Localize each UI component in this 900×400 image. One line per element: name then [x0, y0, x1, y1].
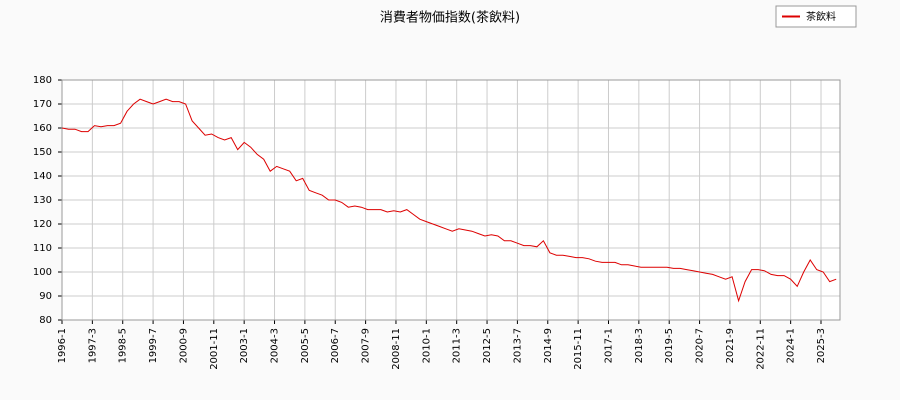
y-tick-label: 140: [33, 171, 52, 182]
plot-frame: [61, 79, 841, 321]
y-tick-label: 110: [33, 243, 52, 254]
x-tick-label: 2006-7: [330, 328, 341, 363]
chart-title: 消費者物価指数(茶飲料): [380, 10, 520, 26]
x-tick-label: 1997-3: [87, 328, 98, 363]
x-tick-label: 2017-1: [603, 328, 614, 363]
x-tick-label: 1996-1: [57, 328, 68, 363]
x-tick-label: 2020-7: [695, 328, 706, 363]
x-tick-label: 2005-5: [300, 328, 311, 363]
y-tick-label: 90: [39, 291, 52, 302]
x-tick-label: 1998-5: [118, 328, 129, 363]
x-tick-label: 2011-3: [452, 328, 463, 363]
y-tick-label: 180: [33, 75, 52, 86]
x-tick-label: 2015-11: [573, 328, 584, 370]
x-tick-label: 2012-5: [482, 328, 493, 363]
x-tick-label: 2018-3: [634, 328, 645, 363]
x-tick-label: 2001-11: [209, 328, 220, 370]
x-tick-label: 2013-7: [512, 328, 523, 363]
y-tick-label: 80: [39, 315, 52, 326]
legend-label: 茶飲料: [806, 10, 836, 23]
x-tick-label: 2000-9: [178, 328, 189, 363]
y-tick-label: 130: [33, 195, 52, 206]
x-tick-label: 2008-11: [391, 328, 402, 370]
x-tick-label: 2014-9: [543, 328, 554, 363]
y-tick-label: 150: [33, 147, 52, 158]
x-tick-label: 2004-3: [270, 328, 281, 363]
legend-box: [775, 5, 857, 28]
x-tick-label: 2019-5: [664, 328, 675, 363]
x-tick-label: 1999-7: [148, 328, 159, 363]
x-tick-label: 2010-1: [421, 328, 432, 363]
x-tick-label: 2021-9: [725, 328, 736, 363]
y-tick-label: 160: [33, 123, 52, 134]
x-tick-label: 2024-1: [786, 328, 797, 363]
x-tick-label: 2025-3: [816, 328, 827, 363]
y-tick-label: 100: [33, 267, 52, 278]
x-tick-label: 2007-9: [361, 328, 372, 363]
x-tick-label: 2003-1: [239, 328, 250, 363]
x-tick-label: 2022-11: [755, 328, 766, 370]
y-tick-label: 170: [33, 99, 52, 110]
y-tick-label: 120: [33, 219, 52, 230]
line: [61, 98, 837, 303]
